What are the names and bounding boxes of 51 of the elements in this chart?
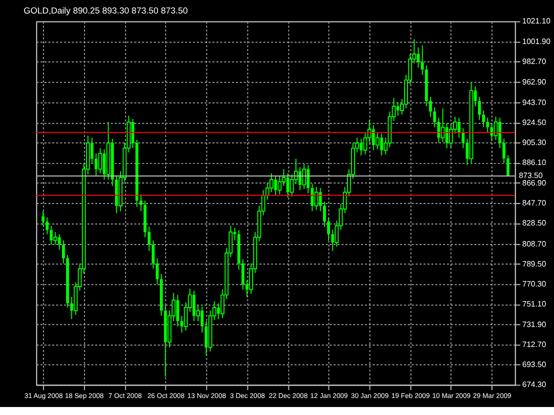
candlestick bbox=[498, 117, 502, 149]
candlestick bbox=[152, 240, 155, 270]
candlestick bbox=[482, 110, 485, 128]
candlestick bbox=[323, 201, 326, 228]
ref-line-label: 873.50 bbox=[518, 170, 544, 180]
y-tick-label: 905.30 bbox=[522, 138, 547, 148]
y-tick-label: 886.10 bbox=[522, 158, 547, 168]
candlestick bbox=[506, 154, 510, 176]
y-tick-label: 731.90 bbox=[522, 320, 547, 329]
candlestick bbox=[327, 216, 330, 241]
chart-title: GOLD,Daily 890.25 893.30 873.50 873.50 bbox=[24, 5, 188, 16]
candlestick bbox=[433, 106, 436, 128]
candlestick bbox=[241, 258, 244, 290]
y-tick-label: 962.90 bbox=[522, 78, 547, 87]
candlestick bbox=[314, 186, 318, 211]
candlestick bbox=[302, 163, 306, 190]
candlestick bbox=[98, 148, 102, 174]
y-tick-label: 712.70 bbox=[522, 340, 547, 349]
y-tick-label: 1001.90 bbox=[522, 36, 552, 46]
y-tick-label: 751.10 bbox=[522, 300, 547, 309]
y-tick-label: 828.50 bbox=[522, 218, 547, 228]
candlestick bbox=[131, 118, 134, 149]
y-tick-label: 674.30 bbox=[522, 380, 547, 390]
candlestick bbox=[58, 234, 61, 250]
candlestick bbox=[148, 226, 151, 252]
y-tick-label: 982.70 bbox=[522, 56, 547, 66]
candlestick bbox=[62, 240, 65, 264]
candlestick bbox=[429, 96, 432, 118]
y-tick-label: 1021.10 bbox=[522, 16, 552, 26]
y-tick-label: 693.50 bbox=[522, 360, 547, 370]
candlestick bbox=[139, 194, 142, 212]
candlestick bbox=[486, 117, 490, 133]
candlestick bbox=[478, 96, 481, 120]
candlestick bbox=[318, 188, 322, 212]
candlestick bbox=[502, 138, 506, 164]
candlestick bbox=[490, 122, 494, 142]
candlestick bbox=[42, 210, 45, 226]
y-tick-label: 924.50 bbox=[522, 118, 547, 127]
candlestick bbox=[94, 152, 98, 176]
y-tick-label: 866.90 bbox=[522, 178, 547, 188]
candlestick bbox=[437, 117, 440, 144]
y-tick-label: 847.70 bbox=[522, 198, 547, 208]
candlestick bbox=[420, 44, 424, 76]
y-tick-label: 943.70 bbox=[522, 98, 547, 107]
y-tick-label: 770.30 bbox=[522, 280, 547, 289]
y-tick-label: 808.70 bbox=[522, 239, 547, 248]
candlestick bbox=[331, 229, 334, 252]
candlestick bbox=[462, 128, 465, 149]
y-tick-label: 789.50 bbox=[522, 259, 547, 268]
candlestick bbox=[46, 216, 49, 235]
candlestick bbox=[363, 132, 368, 155]
